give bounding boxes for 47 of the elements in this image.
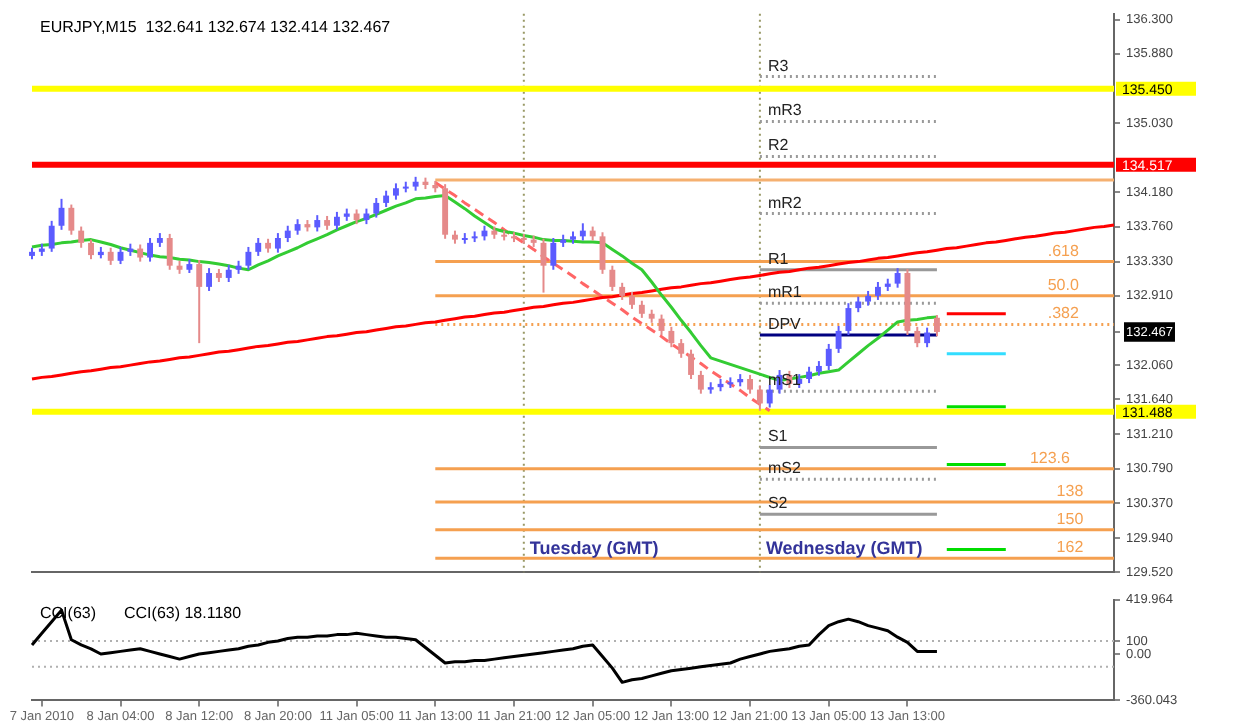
candlestick (678, 338, 685, 359)
candlestick (825, 342, 832, 372)
candlestick (609, 264, 616, 292)
candlestick (88, 238, 94, 261)
candlestick (147, 236, 153, 263)
candlestick (688, 348, 694, 380)
candlestick (48, 219, 55, 253)
series-label: 138 (1056, 482, 1085, 501)
candlestick (668, 325, 675, 349)
series-label: 123.6 (1029, 448, 1072, 467)
candlestick (766, 383, 773, 409)
candlestick (914, 325, 921, 349)
series-label: .618 (1047, 241, 1080, 260)
candlestick (196, 258, 203, 345)
candlestick (274, 232, 281, 254)
candlestick (924, 326, 931, 349)
candlestick (78, 225, 85, 249)
candlestick (68, 203, 75, 236)
chart-title: EURJPY,M15 132.641 132.674 132.414 132.467 (40, 17, 392, 36)
series-label: .382 (1047, 304, 1080, 323)
annotation: Tuesday (GMT) (529, 538, 659, 559)
series-label: S1 (767, 427, 789, 446)
annotation: Wednesday (GMT) (765, 538, 923, 559)
candlestick (845, 302, 852, 336)
series-label: 162 (1056, 538, 1085, 557)
candlestick (756, 384, 763, 412)
series-label: mR3 (767, 101, 803, 120)
series-label: R3 (767, 56, 790, 75)
series-label: R2 (767, 136, 790, 155)
candlestick (166, 232, 173, 271)
line-series (433, 181, 772, 413)
series-label: 150 (1056, 509, 1085, 528)
series-label: mS1 (767, 371, 802, 390)
candlestick (697, 369, 704, 395)
series-label: 50.0 (1047, 275, 1080, 294)
series-label: mR2 (767, 193, 803, 212)
candlestick (442, 183, 449, 240)
candlestick (206, 267, 213, 292)
candlestick (550, 236, 557, 271)
annotation: CCI(63) 18.1180 (124, 603, 243, 622)
series-label: DPV (767, 314, 803, 333)
candlestick (835, 325, 842, 354)
candlestick (245, 245, 252, 271)
candlestick (894, 267, 901, 289)
candlestick (373, 197, 380, 219)
candlestick (934, 314, 940, 338)
candlestick (747, 373, 754, 395)
